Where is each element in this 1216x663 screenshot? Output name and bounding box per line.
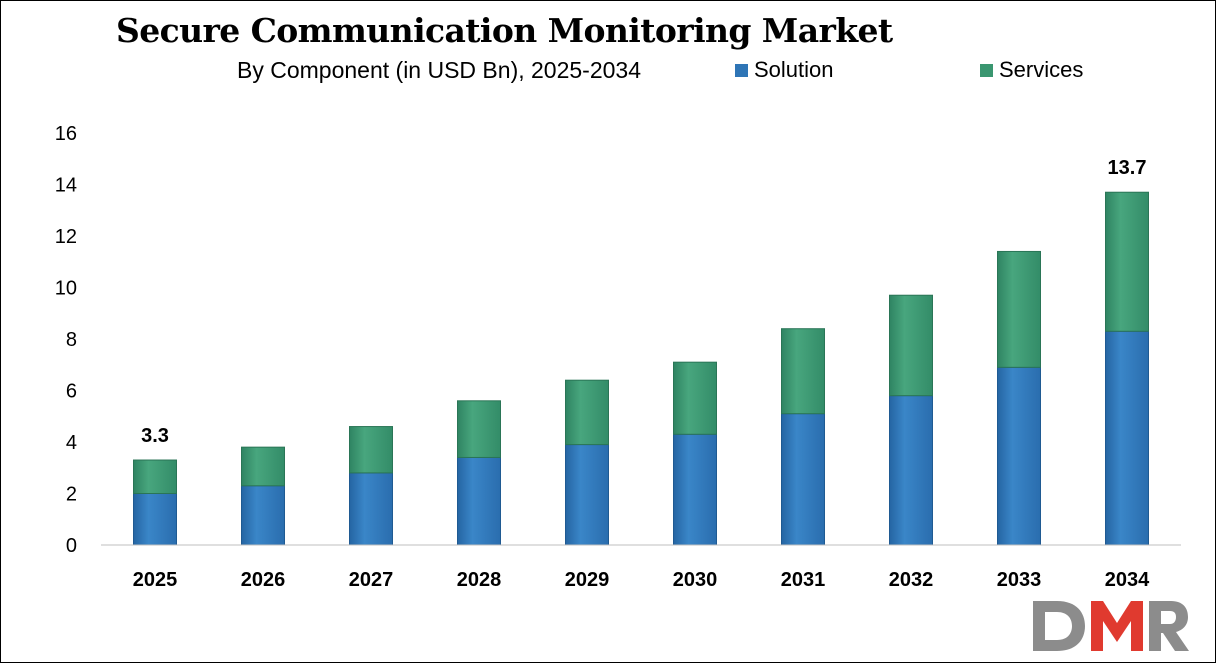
legend-swatch-services [980, 63, 993, 77]
bar-services-2030 [673, 361, 717, 435]
bar-solution-2030 [673, 433, 717, 546]
legend-item-solution: Solution [735, 57, 834, 83]
x-tick-label: 2033 [997, 569, 1042, 591]
bar-services-2027 [349, 426, 393, 474]
legend-label-services: Services [999, 57, 1084, 82]
chart-subtitle: By Component (in USD Bn), 2025-2034 [237, 57, 641, 83]
bar-services-2033 [997, 250, 1041, 368]
data-labels: 3.3 13.7 [141, 157, 1146, 447]
bar-services-2026 [241, 446, 285, 487]
x-tick-label: 2027 [349, 569, 394, 591]
dmr-logo-icon [1033, 601, 1189, 651]
x-tick-label: 2031 [781, 569, 826, 591]
y-tick-label: 12 [55, 226, 77, 248]
y-tick-label: 2 [66, 484, 77, 506]
y-axis: 0 2 4 6 8 10 12 14 16 [55, 123, 77, 557]
y-tick-label: 14 [55, 175, 77, 197]
x-axis: 2025 2026 2027 2028 2029 2030 2031 2032 2033 2034 [133, 569, 1150, 591]
dmr-logo [1031, 597, 1191, 660]
y-tick-label: 8 [66, 329, 77, 351]
y-tick-label: 6 [66, 381, 77, 403]
x-tick-label: 2034 [1105, 569, 1150, 591]
legend-swatch-solution [735, 63, 748, 77]
bar-solution-2034 [1105, 330, 1149, 546]
bar-services-2031 [781, 328, 825, 415]
bar-services-2032 [889, 294, 933, 397]
x-tick-label: 2029 [565, 569, 610, 591]
bars [133, 191, 1149, 546]
legend-label-solution: Solution [754, 57, 834, 82]
bar-services-2029 [565, 379, 609, 446]
y-tick-label: 16 [55, 123, 77, 145]
bar-solution-2032 [889, 395, 933, 546]
bar-services-2028 [457, 400, 501, 458]
bar-solution-2029 [565, 444, 609, 546]
chart-title: Secure Communication Monitoring Market [116, 11, 893, 50]
bar-services-2025 [133, 459, 177, 494]
x-tick-label: 2030 [673, 569, 718, 591]
bar-solution-2033 [997, 366, 1041, 546]
x-tick-label: 2025 [133, 569, 178, 591]
y-tick-label: 0 [66, 535, 77, 557]
bar-solution-2031 [781, 413, 825, 546]
data-label-2034: 13.7 [1108, 157, 1147, 179]
data-label-2025: 3.3 [141, 425, 169, 447]
bar-solution-2027 [349, 472, 393, 546]
bar-solution-2028 [457, 456, 501, 546]
y-tick-label: 4 [66, 432, 77, 454]
x-tick-label: 2032 [889, 569, 934, 591]
x-tick-label: 2026 [241, 569, 286, 591]
bar-solution-2025 [133, 493, 177, 546]
bar-services-2034 [1105, 191, 1149, 332]
bar-solution-2026 [241, 485, 285, 546]
x-tick-label: 2028 [457, 569, 502, 591]
legend-item-services: Services [980, 57, 1083, 83]
y-tick-label: 10 [55, 278, 77, 300]
